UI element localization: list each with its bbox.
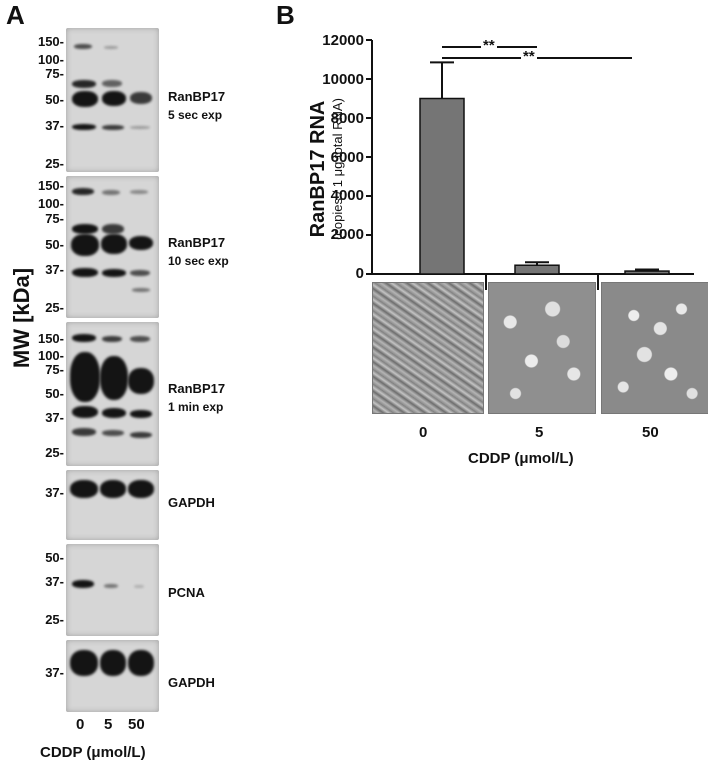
mw-marker: 50- — [45, 92, 64, 107]
mw-marker: 50- — [45, 237, 64, 252]
mw-marker: 25- — [45, 156, 64, 171]
y-tick-label: 6000 — [330, 149, 364, 166]
mw-marker: 75- — [45, 66, 64, 81]
x-category-label: 0 — [419, 424, 428, 441]
mw-marker: 100- — [37, 52, 64, 67]
mw-marker: 25- — [45, 445, 64, 460]
mw-marker: 150- — [37, 331, 64, 346]
mw-marker: 37- — [45, 410, 64, 425]
lane-label: 5 — [104, 716, 113, 733]
blot-gapdh-2 — [66, 640, 159, 712]
blot-label-ranbp17-1min: RanBP17 1 min exp — [168, 381, 226, 414]
blot-gapdh-1 — [66, 470, 159, 540]
mw-marker: 100- — [37, 348, 64, 363]
lane-label: 0 — [76, 716, 85, 733]
bar-5 — [514, 264, 560, 275]
panel-a-xlabel: CDDP (μmol/L) — [40, 744, 146, 761]
micrograph-0 — [372, 282, 484, 414]
mw-marker: 150- — [37, 178, 64, 193]
blot-label-ranbp17-5sec: RanBP17 5 sec exp — [168, 89, 226, 122]
y-tick-label: 2000 — [330, 226, 364, 243]
significance-marker: ** — [521, 48, 537, 65]
panel-b-letter: B — [276, 0, 295, 30]
mw-marker: 75- — [45, 211, 64, 226]
mw-marker: 25- — [45, 612, 64, 627]
blot-label-gapdh-1: GAPDH — [168, 495, 215, 510]
blot-label-pcna: PCNA — [168, 585, 205, 600]
x-category-label: 50 — [642, 424, 659, 441]
micrograph-50 — [601, 282, 708, 414]
blot-label-ranbp17-10sec: RanBP17 10 sec exp — [168, 235, 229, 268]
panel-b-xlabel: CDDP (μmol/L) — [468, 450, 574, 467]
mw-marker: 150- — [37, 34, 64, 49]
y-tick-label: 4000 — [330, 187, 364, 204]
blot-pcna — [66, 544, 159, 636]
mw-marker: 37- — [45, 485, 64, 500]
blot-ranbp17-10sec — [66, 176, 159, 318]
mw-marker: 37- — [45, 574, 64, 589]
blot-ranbp17-5sec — [66, 28, 159, 172]
mw-marker: 37- — [45, 665, 64, 680]
x-category-label: 5 — [535, 424, 544, 441]
mw-marker: 100- — [37, 196, 64, 211]
y-tick-label: 0 — [355, 265, 364, 282]
mw-marker: 37- — [45, 262, 64, 277]
blot-label-gapdh-2: GAPDH — [168, 675, 215, 690]
significance-marker: ** — [481, 37, 497, 54]
blot-ranbp17-1min — [66, 322, 159, 466]
panel-a-letter: A — [6, 0, 25, 30]
micrograph-5 — [488, 282, 596, 414]
mw-marker: 50- — [45, 550, 64, 565]
bar-0 — [419, 97, 465, 275]
y-tick-label: 10000 — [322, 71, 364, 88]
lane-label: 50 — [128, 716, 145, 733]
mw-marker: 50- — [45, 386, 64, 401]
y-tick-label: 8000 — [330, 110, 364, 127]
mw-marker: 25- — [45, 300, 64, 315]
bar-50 — [624, 270, 670, 275]
y-tick-label: 12000 — [322, 32, 364, 49]
mw-marker: 75- — [45, 362, 64, 377]
mw-marker: 37- — [45, 118, 64, 133]
